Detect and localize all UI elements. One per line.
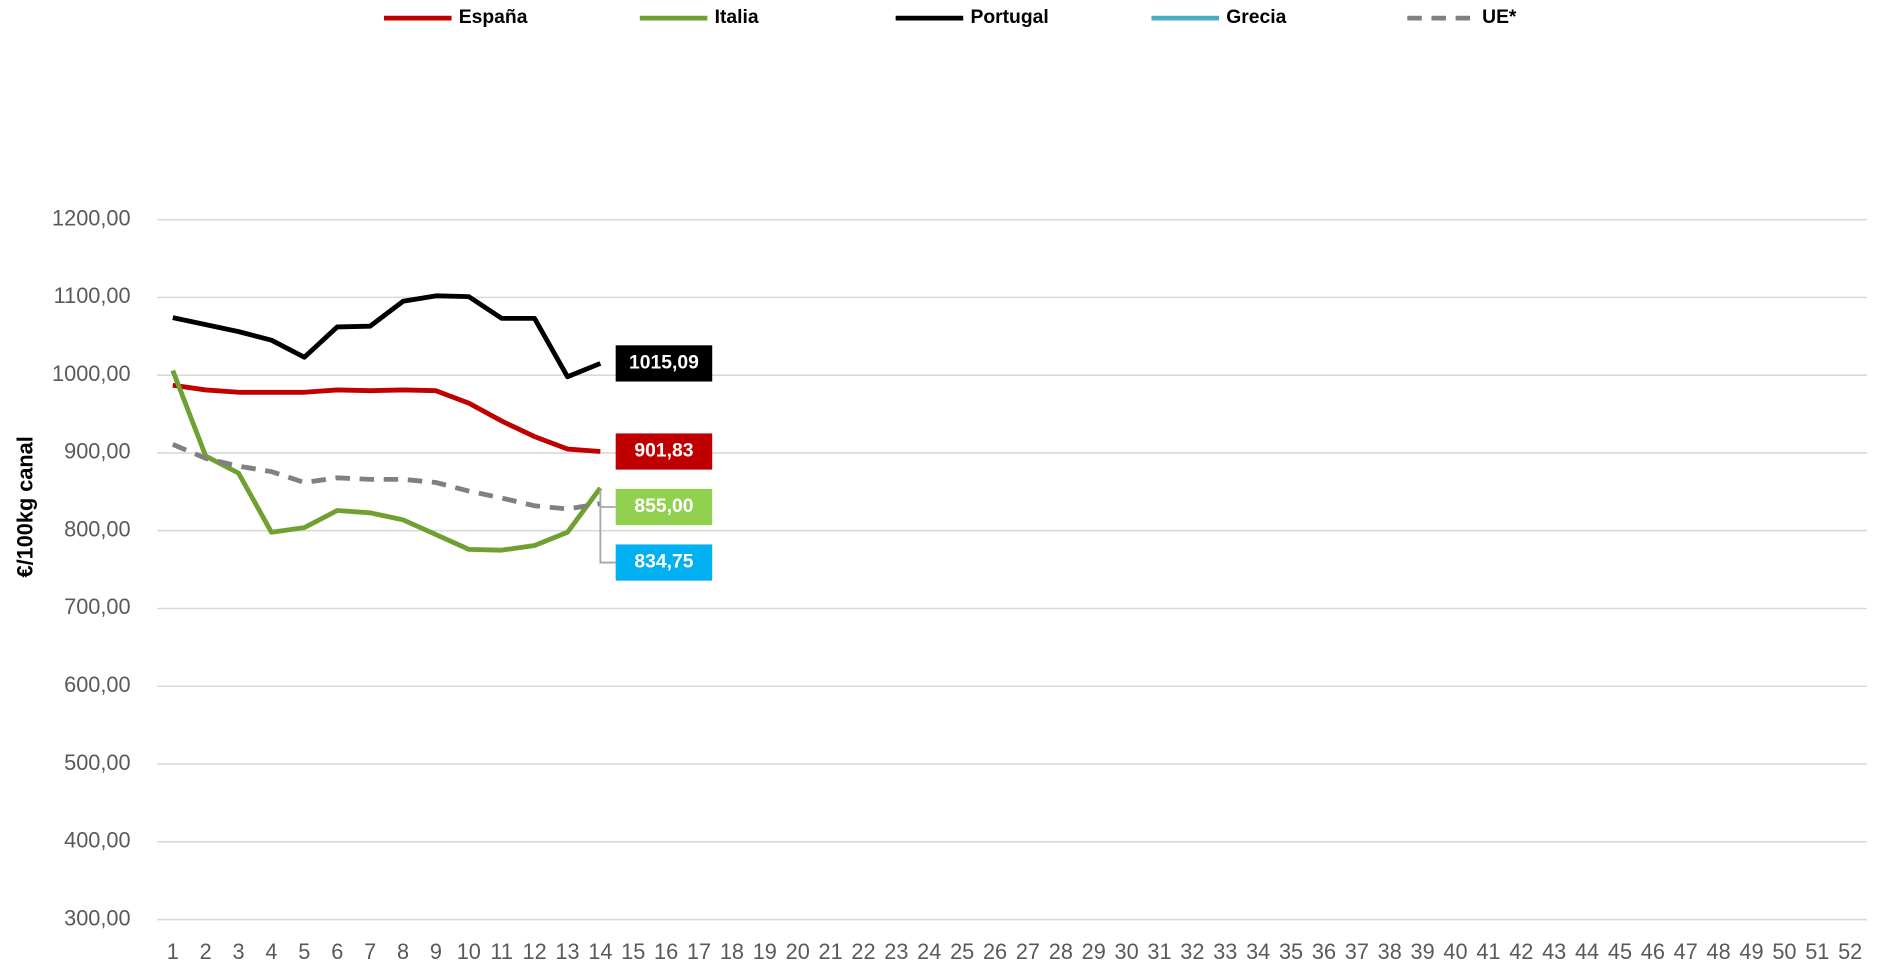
y-tick-label: 900,00	[64, 439, 130, 464]
x-tick-label: 7	[364, 939, 376, 963]
legend-label: España	[459, 7, 528, 28]
x-tick-label: 32	[1180, 939, 1204, 963]
x-tick-label: 26	[983, 939, 1007, 963]
x-tick-label: 3	[233, 939, 245, 963]
y-tick-label: 1200,00	[52, 205, 131, 230]
x-tick-label: 15	[621, 939, 645, 963]
x-tick-label: 24	[917, 939, 941, 963]
x-tick-label: 41	[1476, 939, 1500, 963]
x-tick-label: 22	[851, 939, 875, 963]
x-tick-label: 21	[819, 939, 843, 963]
x-tick-label: 9	[430, 939, 442, 963]
value-label-box	[615, 433, 713, 470]
x-tick-label: 16	[654, 939, 678, 963]
legend-label: Italia	[715, 7, 759, 28]
value-label: 834,75	[634, 552, 693, 573]
y-tick-label: 600,00	[64, 672, 130, 697]
y-tick-label: 1100,00	[54, 283, 131, 308]
leader-line	[599, 487, 616, 508]
x-tick-label: 50	[1772, 939, 1796, 963]
x-tick-label: 45	[1608, 939, 1632, 963]
leader-line	[599, 503, 616, 564]
x-tick-label: 18	[720, 939, 744, 963]
x-tick-label: 42	[1509, 939, 1533, 963]
legend-label: Grecia	[1226, 7, 1286, 28]
x-tick-label: 20	[786, 939, 810, 963]
series-line	[172, 382, 601, 454]
x-tick-label: 4	[265, 939, 277, 963]
x-tick-label: 10	[457, 939, 481, 963]
value-label-box	[615, 544, 713, 581]
x-tick-label: 37	[1345, 939, 1369, 963]
x-tick-label: 23	[884, 939, 908, 963]
y-tick-label: 1000,00	[52, 361, 131, 386]
legend-label: Portugal	[970, 7, 1048, 28]
y-tick-label: 500,00	[64, 750, 130, 775]
x-tick-label: 38	[1378, 939, 1402, 963]
x-tick-label: 1	[167, 939, 179, 963]
y-axis-label: €/100kg canal	[13, 436, 38, 577]
y-tick-label: 800,00	[64, 516, 130, 541]
x-tick-label: 34	[1246, 939, 1270, 963]
x-tick-label: 52	[1838, 939, 1862, 963]
x-tick-label: 49	[1739, 939, 1763, 963]
x-tick-label: 13	[555, 939, 579, 963]
x-tick-label: 33	[1213, 939, 1237, 963]
x-tick-label: 39	[1411, 939, 1435, 963]
y-tick-label: 700,00	[64, 594, 130, 619]
x-tick-label: 46	[1641, 939, 1665, 963]
value-label-box	[615, 488, 713, 526]
x-tick-label: 40	[1443, 939, 1467, 963]
x-tick-label: 5	[298, 939, 310, 963]
series-line	[170, 369, 603, 553]
x-tick-label: 25	[950, 939, 974, 963]
series-line	[172, 293, 602, 380]
x-tick-label: 48	[1707, 939, 1731, 963]
series-line	[171, 442, 601, 512]
x-tick-label: 29	[1082, 939, 1106, 963]
x-tick-label: 36	[1312, 939, 1336, 963]
y-tick-label: 400,00	[64, 828, 130, 853]
x-tick-label: 35	[1279, 939, 1303, 963]
x-tick-label: 12	[522, 939, 546, 963]
x-tick-label: 44	[1575, 939, 1599, 963]
x-tick-label: 2	[200, 939, 212, 963]
x-tick-label: 43	[1542, 939, 1566, 963]
x-tick-label: 17	[687, 939, 711, 963]
x-tick-label: 19	[753, 939, 777, 963]
x-tick-label: 31	[1147, 939, 1171, 963]
value-label-box	[615, 345, 713, 382]
value-label: 855,00	[634, 496, 693, 517]
x-tick-label: 11	[490, 939, 513, 963]
y-tick-label: 300,00	[64, 905, 130, 930]
legend-label: UE*	[1482, 7, 1517, 28]
x-tick-label: 28	[1049, 939, 1073, 963]
value-label: 1015,09	[629, 353, 699, 374]
x-tick-label: 6	[331, 939, 343, 963]
value-label: 901,83	[634, 441, 693, 462]
x-tick-label: 14	[588, 939, 612, 963]
x-tick-label: 47	[1674, 939, 1698, 963]
x-tick-label: 51	[1805, 939, 1829, 963]
x-tick-label: 8	[397, 939, 409, 963]
x-tick-label: 27	[1016, 939, 1040, 963]
x-tick-label: 30	[1115, 939, 1139, 963]
